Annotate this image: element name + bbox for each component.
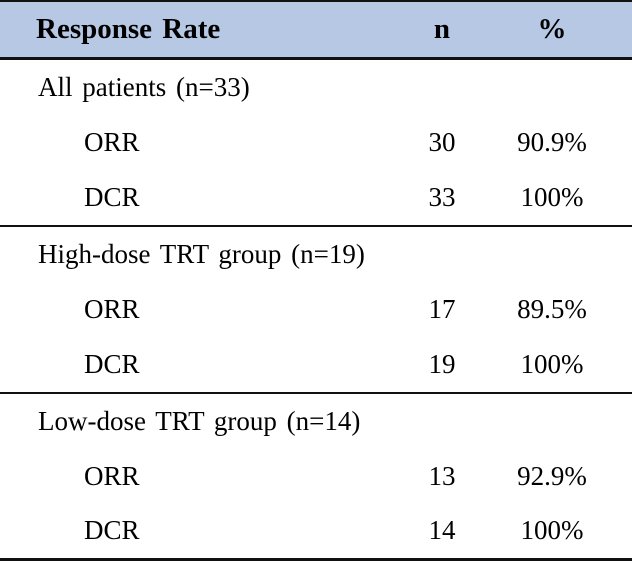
section-high-dose-trt: High-dose TRT group (n=19) ORR 17 89.5% … <box>0 227 632 394</box>
group-header-row: All patients (n=33) <box>0 60 632 115</box>
row-n-value: 14 <box>428 515 456 546</box>
group-header-row: Low-dose TRT group (n=14) <box>0 394 632 449</box>
table-row: DCR 19 100% <box>0 337 632 392</box>
group-label: High-dose TRT group (n=19) <box>38 239 365 269</box>
table-row: DCR 14 100% <box>0 503 632 558</box>
row-n-value: 17 <box>428 294 456 324</box>
table-row: ORR 13 92.9% <box>0 449 632 504</box>
section-low-dose-trt: Low-dose TRT group (n=14) ORR 13 92.9% D… <box>0 394 632 561</box>
row-label: DCR <box>84 349 140 379</box>
table-header-row: Response Rate n % <box>0 0 632 60</box>
row-label: ORR <box>84 127 140 157</box>
group-label: Low-dose TRT group (n=14) <box>38 405 361 436</box>
table-row: ORR 17 89.5% <box>0 282 632 337</box>
row-percent-value: 89.5% <box>517 294 587 324</box>
row-n-value: 19 <box>428 349 456 379</box>
row-label: DCR <box>84 515 140 546</box>
group-label: All patients (n=33) <box>38 72 250 102</box>
row-label: ORR <box>84 294 140 324</box>
header-cell-n: n <box>433 13 451 45</box>
row-percent-value: 100% <box>520 182 584 212</box>
row-label: ORR <box>84 460 140 491</box>
row-percent-value: 100% <box>520 515 584 546</box>
table-row: DCR 33 100% <box>0 170 632 225</box>
header-cell-response-rate: Response Rate <box>36 13 221 45</box>
row-percent-value: 92.9% <box>517 460 587 491</box>
row-percent-value: 90.9% <box>517 127 587 157</box>
row-percent-value: 100% <box>520 349 584 379</box>
row-n-value: 13 <box>428 460 456 491</box>
row-n-value: 30 <box>428 127 456 157</box>
header-cell-percent: % <box>537 13 567 45</box>
section-all-patients: All patients (n=33) ORR 30 90.9% DCR 33 … <box>0 60 632 227</box>
row-label: DCR <box>84 182 140 212</box>
table-row: ORR 30 90.9% <box>0 115 632 170</box>
group-header-row: High-dose TRT group (n=19) <box>0 227 632 282</box>
row-n-value: 33 <box>428 182 456 212</box>
